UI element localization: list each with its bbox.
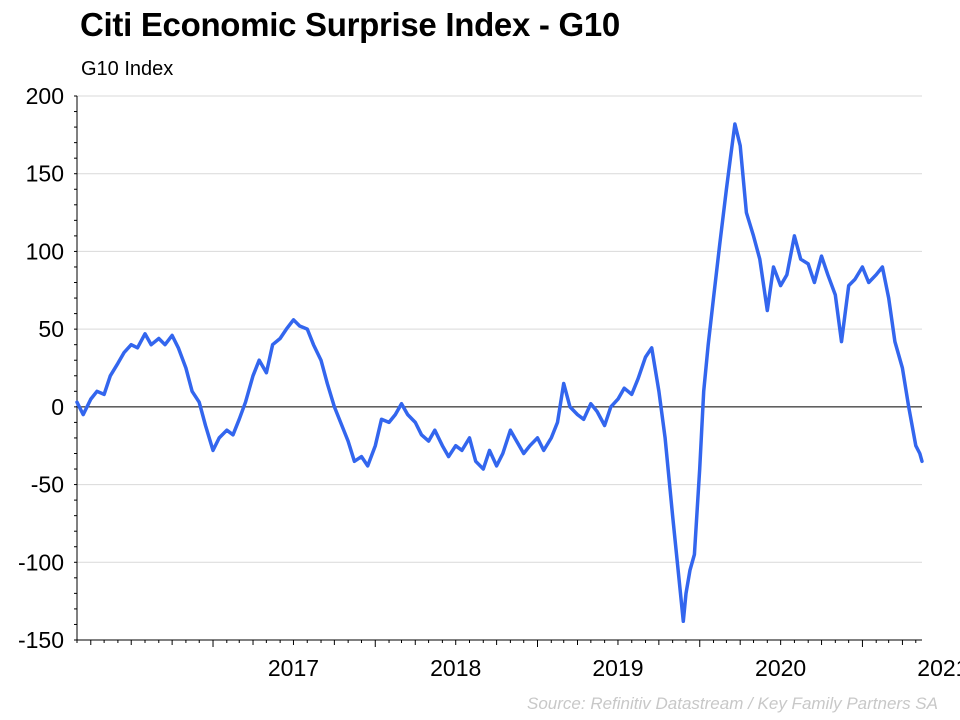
y-tick-label: 0 [51, 394, 64, 420]
x-tick-label: 2019 [592, 655, 643, 681]
series-line-0 [75, 122, 924, 624]
gridlines [77, 95, 922, 641]
y-tick-label: -50 [31, 472, 64, 498]
y-tick-label: -100 [18, 549, 64, 575]
chart-subtitle: G10 Index [81, 58, 174, 80]
y-tick-label: -150 [18, 627, 64, 653]
axes: -150 -100 -50 0 50 100 150 200 2017 2018 2019 2020 2… [18, 83, 960, 681]
x-tick-label: 2017 [268, 655, 319, 681]
x-tick-label: 2018 [430, 655, 481, 681]
y-tick-label: 50 [38, 316, 64, 342]
y-tick-label: 150 [26, 161, 64, 187]
series-layer [75, 122, 924, 624]
y-tick-label: 100 [26, 238, 64, 264]
y-tick-label: 200 [26, 83, 64, 109]
chart-title: Citi Economic Surprise Index - G10 [80, 6, 620, 43]
x-tick-label: 2021 [917, 655, 960, 681]
x-tick-label: 2020 [755, 655, 806, 681]
source-note: Source: Refinitiv Datastream / Key Famil… [527, 694, 938, 713]
